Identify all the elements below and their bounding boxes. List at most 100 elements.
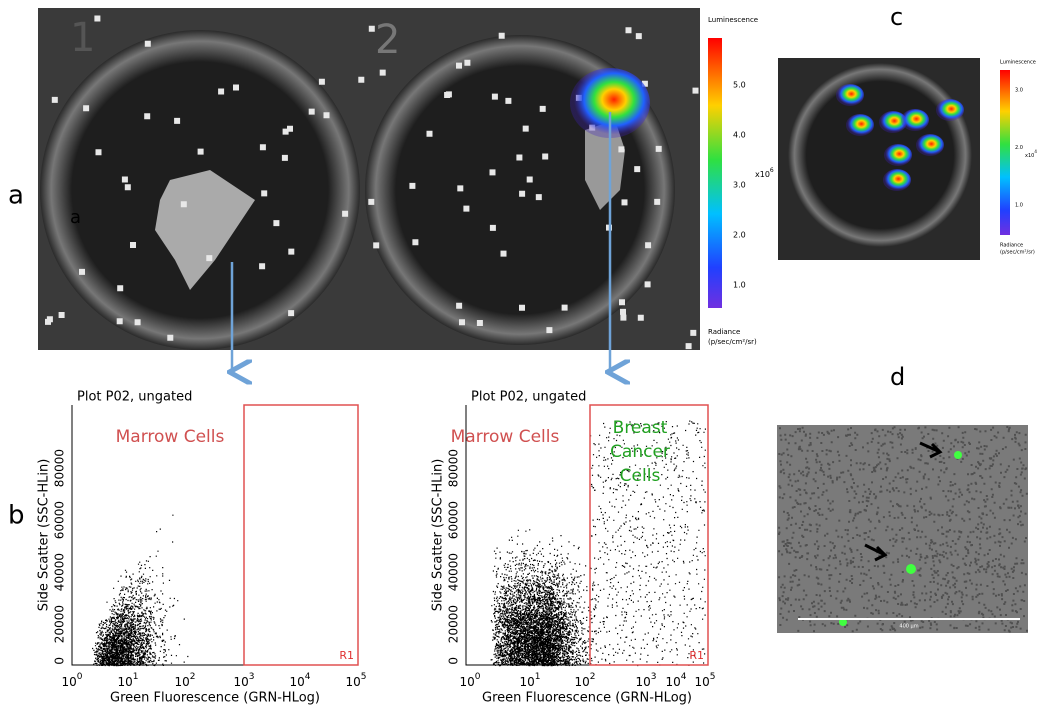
- y-axis-label: Side Scatter (SSC-HLin): [37, 459, 52, 612]
- x-tick-label: 105: [345, 672, 366, 689]
- colorbar-tick-label: 3.0: [733, 181, 746, 190]
- cell: [906, 564, 916, 574]
- arrow: [919, 441, 943, 459]
- x-tick-label: 103: [635, 672, 656, 689]
- dish: [788, 63, 972, 247]
- colorbar-tick-label: 3.0: [1015, 88, 1023, 94]
- dish-label: 1: [70, 15, 95, 61]
- region-label: Marrow Cells: [451, 427, 560, 447]
- tick-exponent: 1: [133, 672, 139, 682]
- arrow: [864, 543, 888, 562]
- x-axis-label: Green Fluorescence (GRN-HLog): [110, 691, 320, 706]
- tick-exponent: 2: [590, 672, 596, 682]
- colorbar-tick-label: 1.0: [733, 281, 746, 290]
- tissue: [155, 170, 255, 290]
- x-tick-label: 102: [174, 672, 195, 689]
- x-axis-label: Green Fluorescence (GRN-HLog): [482, 691, 692, 706]
- x-tick-label: 102: [574, 672, 595, 689]
- spot: [936, 99, 964, 121]
- scatter-cloud: [92, 514, 189, 667]
- scatter-cloud: [490, 420, 706, 667]
- y-tick-label: 60000: [447, 501, 461, 539]
- tick-base: 10: [694, 675, 709, 689]
- y-tick-label: 80000: [53, 449, 67, 487]
- tick-exponent: 4: [681, 672, 687, 682]
- tick-base: 10: [61, 675, 76, 689]
- scale-bar-label: 400 μm: [899, 624, 918, 630]
- x-tick-label: 101: [519, 672, 540, 689]
- colorbar-scale: x104: [1025, 149, 1037, 159]
- tick-exponent: 4: [305, 672, 311, 682]
- y-tick-label: 40000: [53, 553, 67, 591]
- y-axis-label: Side Scatter (SSC-HLin): [431, 459, 446, 612]
- region-label: Marrow Cells: [116, 427, 225, 447]
- colorbar-unit-title: Radiance: [1000, 243, 1023, 249]
- dish-label: 2: [375, 17, 400, 63]
- region-label: Breast Cancer Cells: [610, 418, 670, 486]
- panel-label: d: [890, 363, 905, 391]
- plot-title: Plot P02, ungated: [77, 390, 192, 405]
- x-tick-label: 101: [117, 672, 138, 689]
- x-tick-label: 100: [459, 672, 480, 689]
- texture: [778, 426, 1028, 633]
- x-tick-label: 103: [233, 672, 254, 689]
- tick-exponent: 0: [475, 672, 481, 682]
- tick-base: 10: [117, 675, 132, 689]
- tick-exponent: 3: [249, 672, 255, 682]
- gate-label: R1: [689, 649, 704, 662]
- colorbar-tick-label: 2.0: [733, 231, 746, 240]
- colorbar: [1000, 70, 1010, 235]
- tissue: [585, 120, 625, 210]
- colorbar-tick-label: 5.0: [733, 81, 746, 90]
- cell: [954, 451, 962, 459]
- spot: [846, 114, 874, 136]
- spot: [901, 109, 929, 131]
- tick-base: 10: [665, 675, 680, 689]
- y-tick-label: 20000: [447, 605, 461, 643]
- spot: [883, 169, 911, 191]
- tick-base: 10: [635, 675, 650, 689]
- spot: [879, 111, 907, 133]
- spot: [916, 134, 944, 156]
- colorbar-title: Luminescence: [1000, 60, 1036, 66]
- tick-base: 10: [459, 675, 474, 689]
- tick-base: 10: [519, 675, 534, 689]
- gate: [589, 404, 709, 666]
- y-tick-label: 0: [53, 657, 67, 665]
- plot-title: Plot P02, ungated: [471, 390, 586, 405]
- colorbar: [708, 38, 722, 308]
- panel-label: a: [8, 181, 24, 211]
- colorbar-tick-label: 2.0: [1015, 145, 1023, 151]
- tick-exponent: 2: [190, 672, 196, 682]
- gate-label: R1: [339, 649, 354, 662]
- y-tick-label: 40000: [447, 553, 461, 591]
- colorbar-unit-title: Radiance: [708, 328, 740, 336]
- tick-exponent: 3: [651, 672, 657, 682]
- spot: [884, 144, 912, 166]
- colorbar-scale: x106: [755, 167, 774, 179]
- x-tick-label: 104: [289, 672, 310, 689]
- luminescence: [570, 68, 650, 138]
- gate: [243, 404, 359, 666]
- tick-base: 10: [574, 675, 589, 689]
- y-tick-label: 60000: [53, 501, 67, 539]
- tick-base: 10: [289, 675, 304, 689]
- x-tick-label: 104: [665, 672, 686, 689]
- tick-exponent: 5: [361, 672, 367, 682]
- tick-base: 10: [345, 675, 360, 689]
- x-tick-label: 105: [694, 672, 715, 689]
- tick-base: 10: [174, 675, 189, 689]
- colorbar-unit: (p/sec/cm²/sr): [708, 338, 757, 346]
- x-tick-label: 100: [61, 672, 82, 689]
- y-tick-label: 20000: [53, 605, 67, 643]
- y-tick-label: 80000: [447, 449, 461, 487]
- luminescence-spots: [836, 84, 964, 191]
- tick-exponent: 1: [535, 672, 541, 682]
- colorbar-unit: (p/sec/cm²/sr): [1000, 250, 1035, 256]
- y-tick-label: 0: [447, 657, 461, 665]
- tick-exponent: 0: [77, 672, 83, 682]
- colorbar-title: Luminescence: [708, 16, 758, 24]
- spot: [836, 84, 864, 106]
- colorbar-tick-label: 4.0: [733, 131, 746, 140]
